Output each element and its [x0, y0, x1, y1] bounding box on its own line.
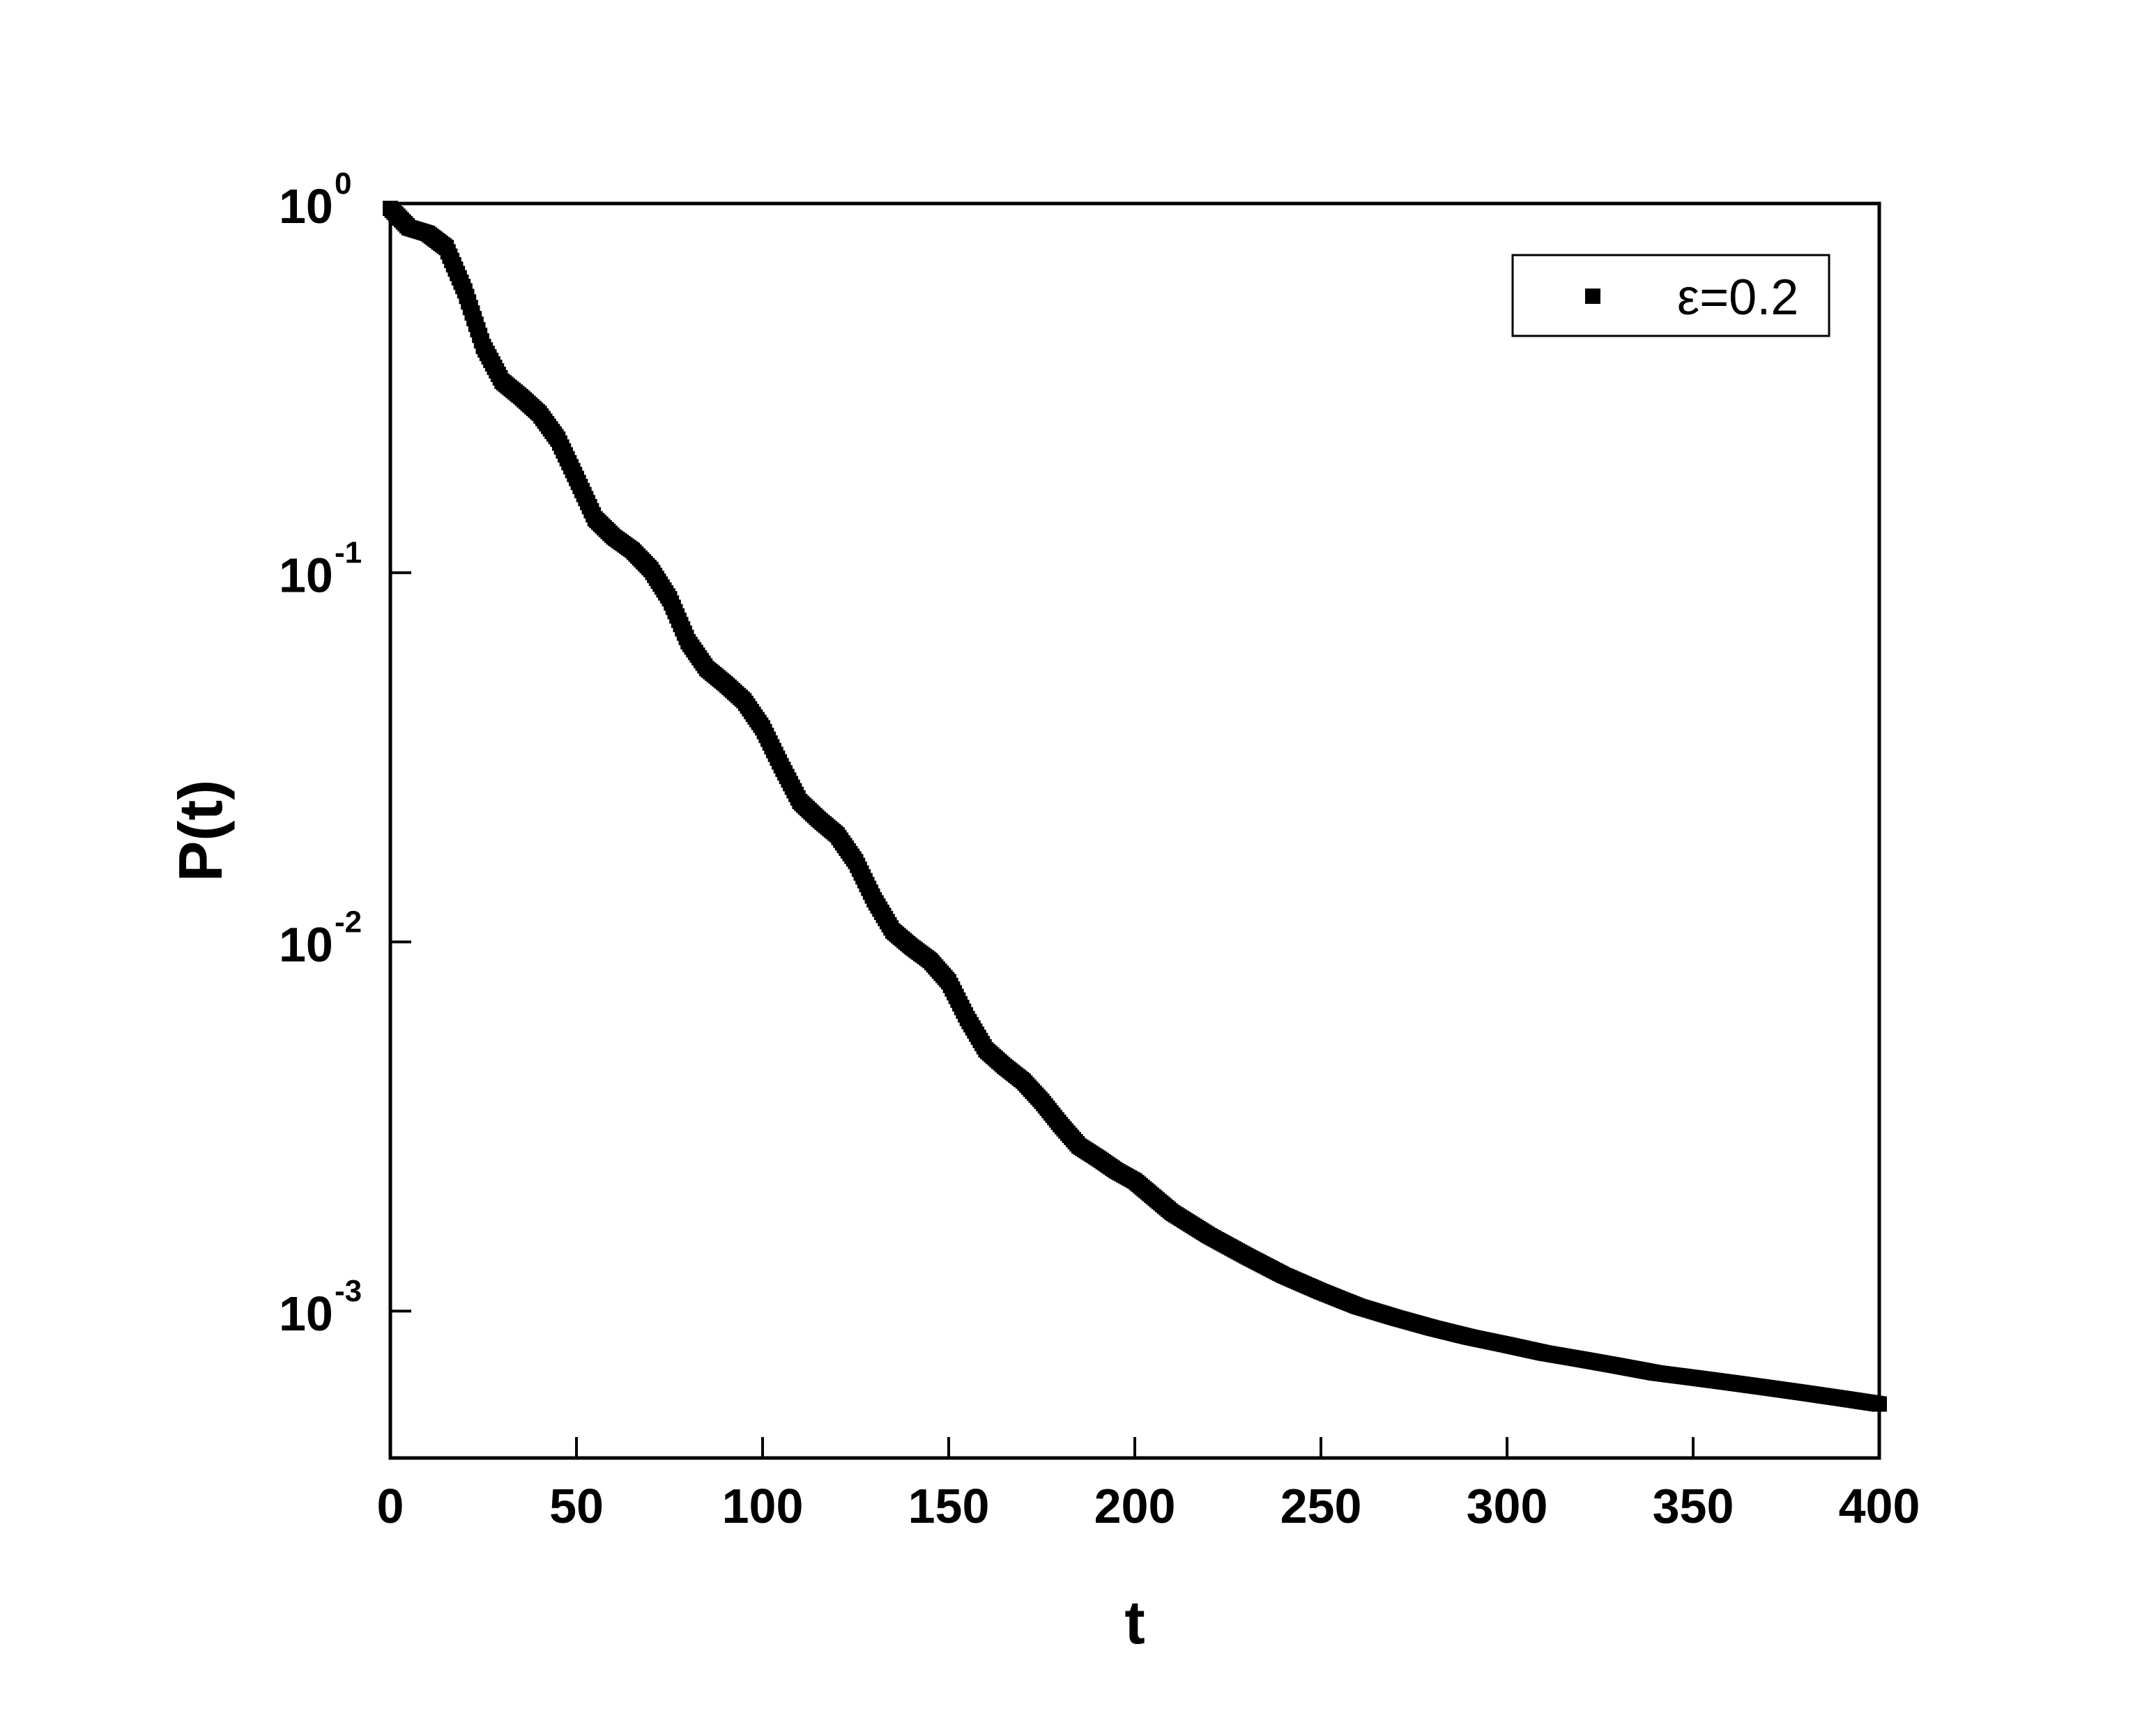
- y-tick-exponent: 0: [335, 167, 351, 201]
- y-axis-title: P(t): [166, 780, 235, 882]
- x-tick-label: 300: [1467, 1479, 1548, 1533]
- y-tick-exponent: -3: [335, 1274, 362, 1308]
- x-tick-label: 250: [1280, 1479, 1362, 1533]
- y-tick-exponent: -1: [335, 536, 362, 570]
- legend-marker: [1585, 289, 1600, 304]
- legend-box: [1511, 254, 1830, 337]
- x-axis-ticks: 0 50 100 150 200 250 300 350 400: [377, 1437, 1920, 1533]
- y-tick-label: 10 -1: [279, 536, 362, 603]
- x-axis-title: t: [1124, 1588, 1145, 1657]
- y-tick-label: 10 -2: [279, 905, 362, 972]
- x-tick-label: 350: [1653, 1479, 1734, 1533]
- x-tick-label: 50: [549, 1479, 604, 1533]
- x-tick-label: 0: [377, 1479, 404, 1533]
- y-tick-base: 10: [279, 917, 333, 972]
- x-tick-label: 400: [1839, 1479, 1920, 1533]
- series-0: [383, 201, 1887, 1412]
- x-tick-label: 200: [1094, 1479, 1176, 1533]
- y-tick-base: 10: [279, 179, 333, 233]
- data-point: [1872, 1396, 1887, 1412]
- x-tick-label: 150: [908, 1479, 990, 1533]
- x-tick-label: 100: [722, 1479, 804, 1533]
- legend-label: ε=0.2: [1677, 270, 1798, 325]
- series-layer: [383, 201, 1887, 1412]
- y-tick-label: 10 -3: [279, 1274, 362, 1341]
- y-tick-label: 10 0: [279, 167, 351, 233]
- plot-frame: [388, 201, 1881, 1460]
- y-tick-base: 10: [279, 1287, 333, 1341]
- y-tick-exponent: -2: [335, 905, 362, 939]
- y-tick-base: 10: [279, 548, 333, 603]
- legend: ε=0.2: [1511, 254, 1830, 337]
